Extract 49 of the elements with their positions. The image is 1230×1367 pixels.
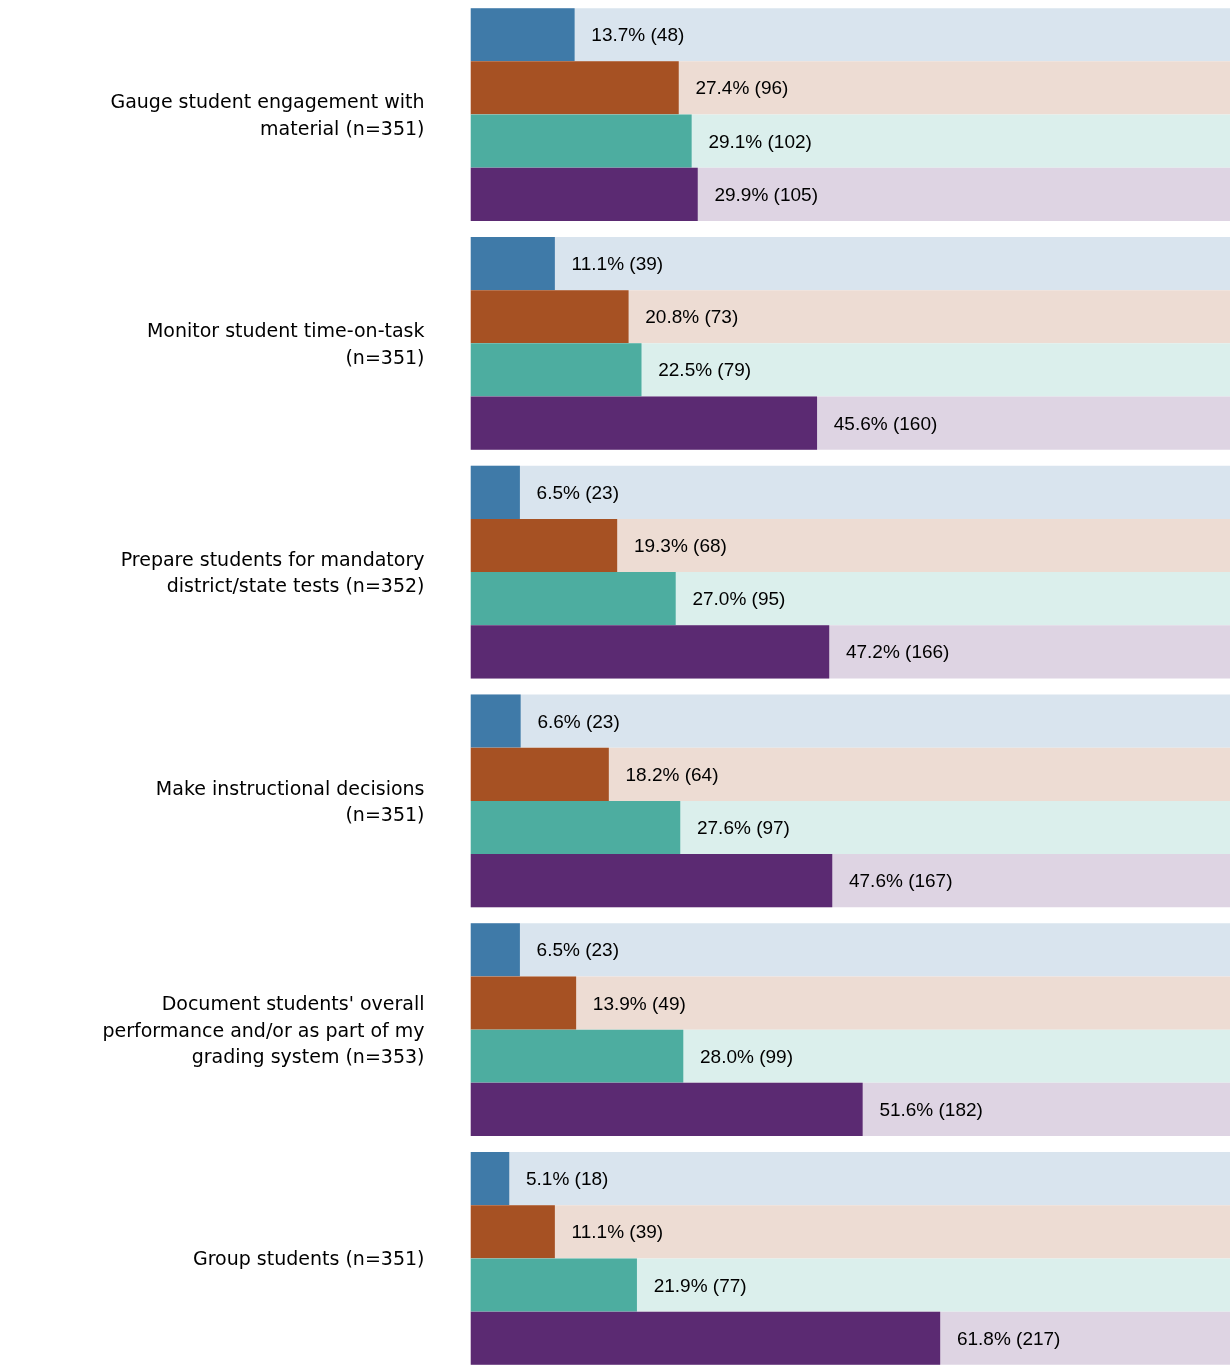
bar — [470, 167, 698, 221]
data-label: 47.6% (167) — [848, 870, 953, 892]
y-tick-label: Prepare students for mandatory district/state tests (n=352) — [120, 547, 425, 597]
data-label: 61.8% (217) — [956, 1327, 1061, 1349]
data-label: 45.6% (160) — [833, 412, 938, 434]
bar — [470, 1205, 555, 1259]
y-tick-label: Gauge student engagement with material (n=351) — [110, 90, 425, 139]
bar — [470, 343, 642, 397]
bar — [470, 290, 629, 344]
data-label: 27.6% (97) — [696, 816, 790, 838]
data-label: 5.1% (18) — [525, 1168, 609, 1190]
data-label: 47.2% (166) — [845, 641, 950, 663]
data-label: 27.0% (95) — [692, 588, 786, 610]
bar — [470, 800, 681, 855]
data-label: 22.5% (79) — [658, 359, 752, 381]
data-label: 11.1% (39) — [571, 1221, 664, 1243]
data-label: 21.9% (77) — [653, 1274, 747, 1296]
bar — [470, 61, 679, 115]
data-label: 29.1% (102) — [708, 130, 812, 152]
bar — [470, 694, 521, 748]
bar — [470, 8, 575, 62]
bar — [470, 465, 520, 519]
data-label: 18.2% (64) — [625, 763, 719, 785]
data-label: 13.9% (49) — [592, 992, 686, 1014]
bar — [470, 1029, 684, 1083]
data-label: 28.0% (99) — [700, 1045, 793, 1067]
bar — [470, 1258, 637, 1312]
data-label: 51.6% (182) — [879, 1098, 983, 1120]
bar — [470, 518, 618, 573]
data-label: 27.4% (96) — [695, 77, 789, 99]
data-label: 29.9% (105) — [714, 183, 818, 205]
data-label: 6.5% (23) — [536, 481, 619, 503]
bar — [470, 923, 520, 977]
bar — [470, 236, 555, 291]
bar — [470, 572, 676, 626]
y-tick-label: Document students' overall performance and/or as part of my grading system (n=353) — [102, 992, 425, 1068]
data-label: 20.8% (73) — [645, 306, 739, 328]
data-label: 19.3% (68) — [633, 535, 727, 557]
data-label: 6.5% (23) — [536, 939, 619, 961]
bar — [470, 114, 692, 168]
y-tick-label: Group students (n=351) — [192, 1247, 425, 1270]
bar — [470, 1152, 510, 1206]
data-label: 6.6% (23) — [537, 710, 620, 732]
bar — [470, 976, 577, 1030]
bar — [470, 747, 609, 801]
data-label: 11.1% (39) — [571, 253, 664, 275]
data-label: 13.7% (48) — [591, 24, 685, 46]
y-tick-label: Make instructional decisions (n=351) — [155, 776, 425, 826]
y-tick-label: Monitor student time-on-task (n=351) — [146, 319, 425, 368]
